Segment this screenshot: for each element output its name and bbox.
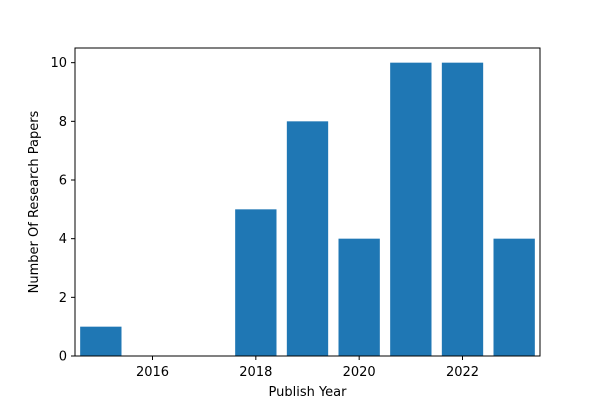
x-tick-label-2022: 2022 <box>446 365 479 380</box>
bar-2015 <box>80 326 122 356</box>
y-tick-label-6: 6 <box>59 174 67 189</box>
x-axis-label: Publish Year <box>269 385 348 400</box>
x-axis-ticks: 2016 2018 2020 2022 <box>136 356 479 380</box>
y-tick-label-0: 0 <box>59 350 67 365</box>
bar-2020 <box>338 238 380 356</box>
y-tick-label-8: 8 <box>59 115 67 130</box>
y-axis-label: Number Of Research Papers <box>27 110 42 293</box>
y-tick-label-2: 2 <box>59 291 67 306</box>
y-axis-ticks: 0 2 4 6 8 10 <box>50 56 75 365</box>
x-tick-label-2018: 2018 <box>239 365 272 380</box>
bar-2019 <box>286 121 329 356</box>
bar-2022 <box>441 62 484 357</box>
bar-2023 <box>493 238 535 356</box>
bars-group <box>80 62 535 357</box>
y-tick-label-10: 10 <box>50 56 67 71</box>
bar-2018 <box>235 209 277 356</box>
bar-2021 <box>390 62 432 357</box>
plot-area-frame <box>74 47 541 357</box>
x-tick-label-2016: 2016 <box>136 365 169 380</box>
y-tick-label-4: 4 <box>59 232 67 247</box>
x-tick-label-2020: 2020 <box>343 365 376 380</box>
